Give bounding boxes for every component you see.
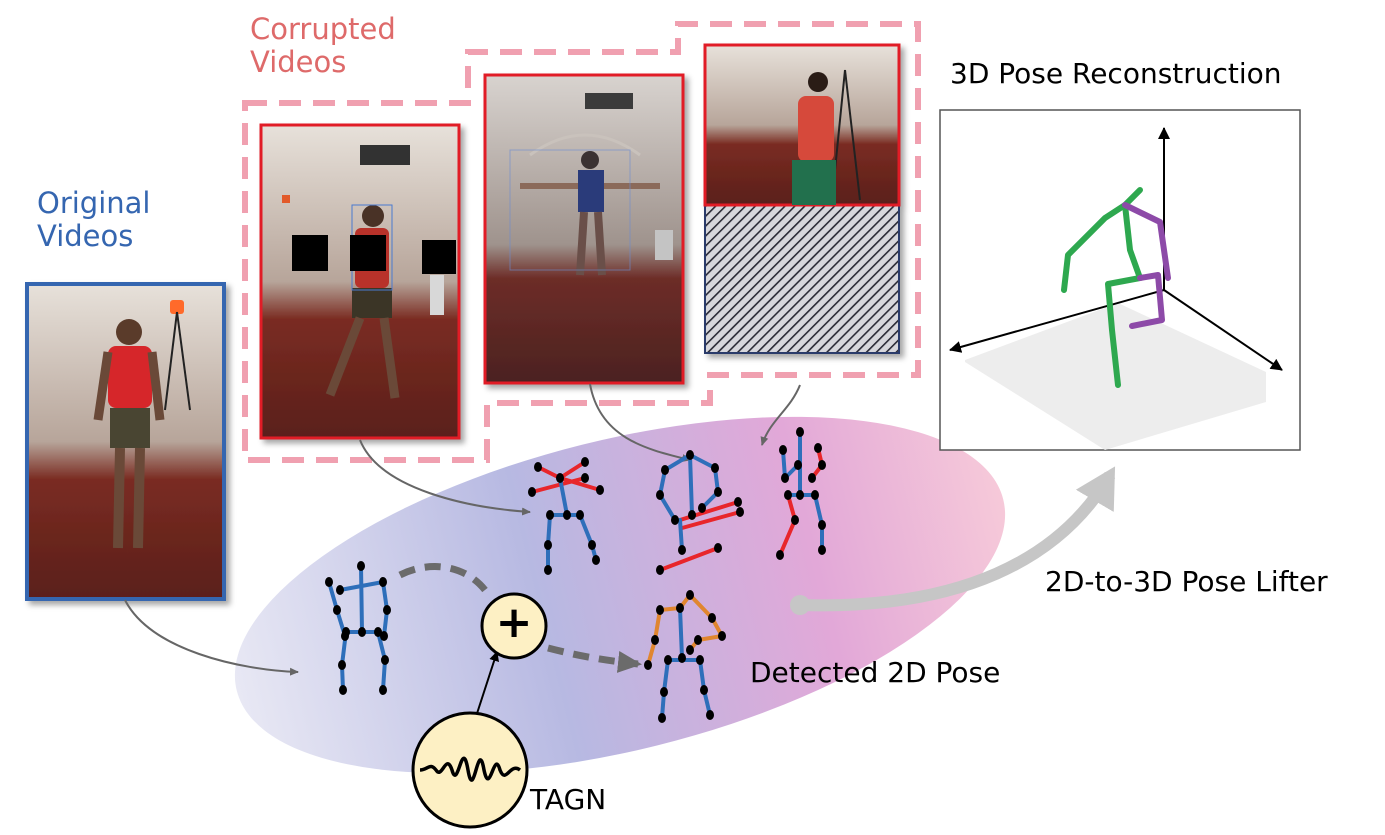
original-video-frame — [25, 282, 226, 601]
axis-y — [1163, 289, 1283, 371]
feature-space-ellipse — [234, 416, 1006, 774]
corrupted-videos-line1: Corrupted — [250, 12, 396, 46]
corrupted-frame-noise — [483, 73, 685, 385]
waveform-icon — [411, 711, 529, 829]
original-videos-label: Original Videos — [37, 186, 151, 254]
arrow-corrupted3-to-pose — [760, 384, 801, 446]
arrow-original-to-pose — [124, 599, 299, 676]
reconstruction-label: 3D Pose Reconstruction — [950, 57, 1282, 90]
plus-symbol: + — [495, 597, 533, 648]
original-videos-line2: Videos — [37, 219, 134, 254]
pose3d-skeleton — [1061, 187, 1171, 388]
lifter-label: 2D-to-3D Pose Lifter — [1045, 565, 1328, 598]
corrupted-frame-cropped — [703, 43, 901, 354]
corrupted-videos-label: Corrupted Videos — [250, 12, 396, 80]
dashed-arrow-to-augmented — [547, 644, 642, 673]
lifter-arrow — [799, 466, 1116, 612]
pose3d-panel — [939, 109, 1301, 451]
corrupted-frame-occlusion — [259, 123, 461, 440]
detected-pose-label: Detected 2D Pose — [750, 656, 1001, 689]
tagn-label: TAGN — [530, 783, 607, 816]
corrupted-videos-line2: Videos — [250, 45, 347, 80]
plus-circle-icon — [480, 592, 548, 660]
arrow-corrupted1-to-pose — [359, 439, 531, 516]
arrow-corrupted2-to-pose — [589, 383, 691, 462]
corrupted-videos-outline — [242, 21, 921, 463]
axis-x — [949, 289, 1165, 353]
original-videos-line1: Original — [37, 186, 151, 220]
pose-joints — [325, 427, 826, 723]
dashed-arrow-to-plus — [398, 563, 488, 593]
